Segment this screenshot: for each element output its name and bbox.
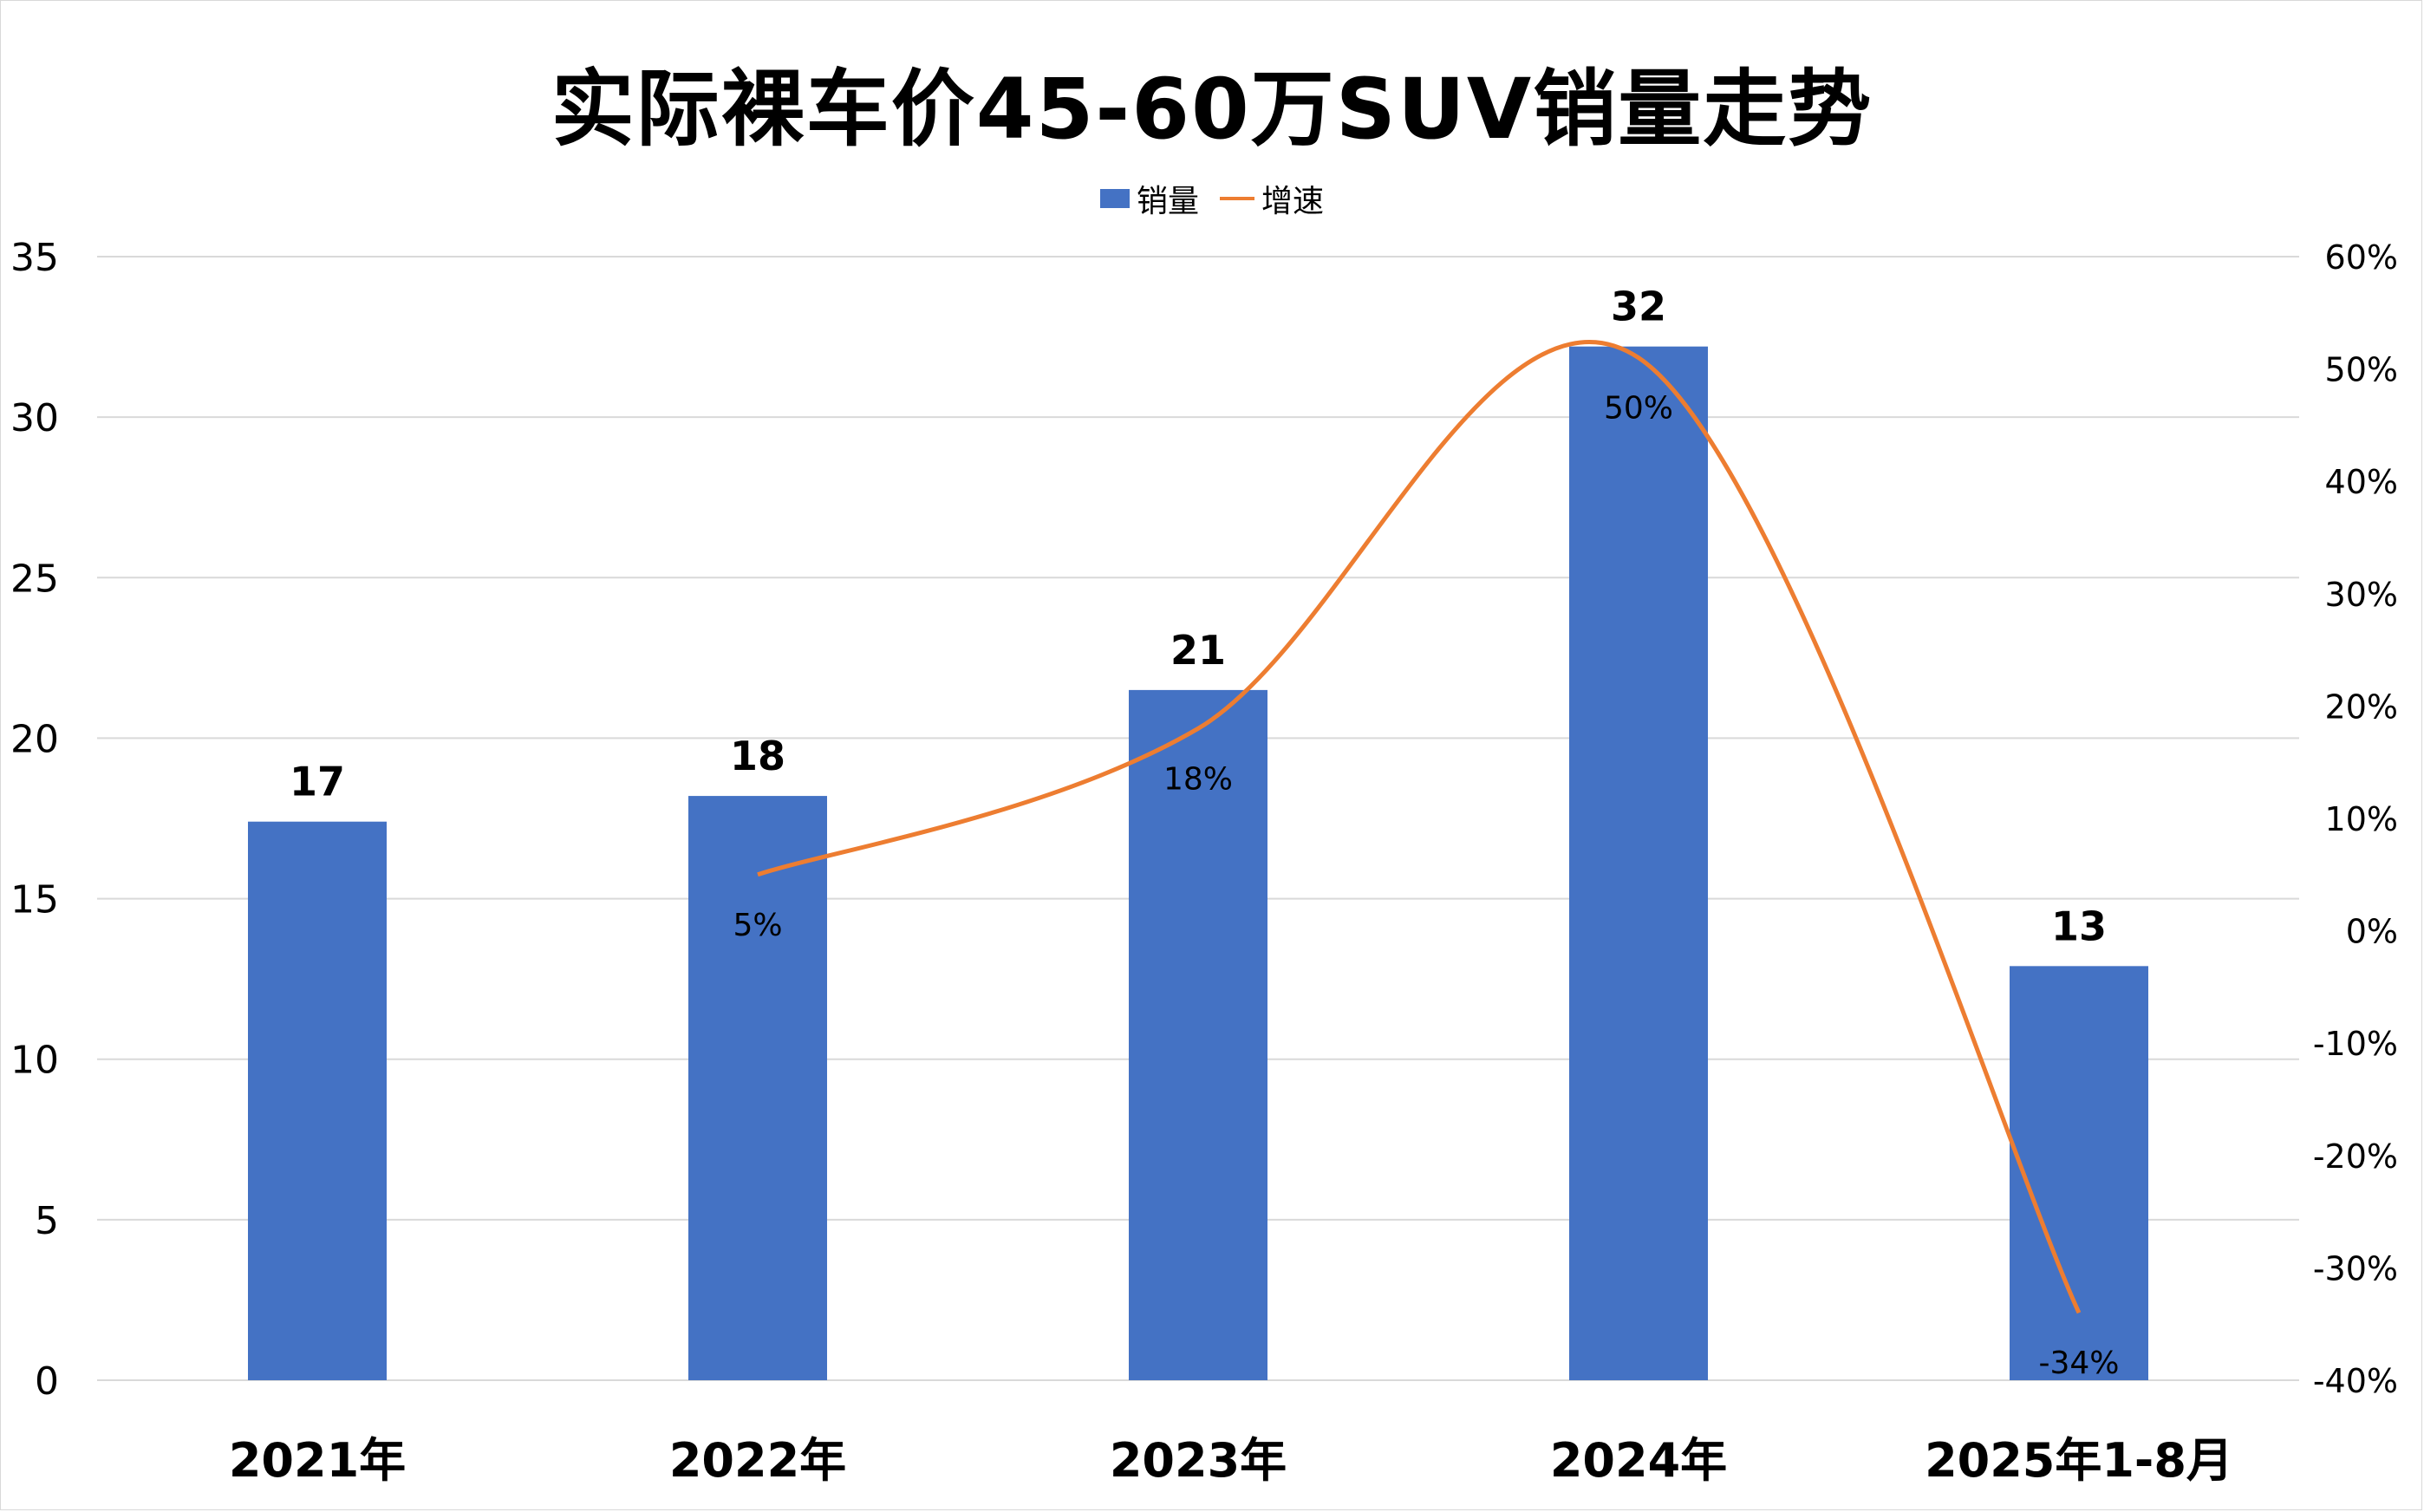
- legend-item-sales: 销量: [1099, 176, 1199, 221]
- bar: [688, 796, 827, 1380]
- y-left-tick-label: 35: [10, 236, 59, 280]
- y-right-tick-label: 10%: [2325, 800, 2398, 838]
- bar: [2010, 966, 2148, 1380]
- y-right-tick-label: -30%: [2313, 1249, 2398, 1287]
- y-right-tick-label: 40%: [2325, 463, 2398, 501]
- y-left-tick-label: 5: [35, 1199, 59, 1243]
- bar-data-label: 21: [1170, 627, 1226, 674]
- x-category-label: 2025年1-8月: [1925, 1433, 2233, 1488]
- y-left-tick-label: 25: [10, 557, 59, 601]
- growth-line: [757, 340, 2082, 1314]
- x-category-label: 2021年: [229, 1433, 406, 1488]
- y-right-tick-label: 20%: [2325, 688, 2398, 726]
- chart-title: 实际裸车价45-60万SUV销量走势: [551, 61, 1873, 158]
- chart-legend: 销量 增速: [0, 176, 2424, 221]
- y-right-tick-label: -10%: [2313, 1025, 2398, 1063]
- line-data-label: 18%: [1163, 761, 1233, 797]
- bar-data-label: 18: [730, 733, 785, 779]
- legend-line-swatch: [1220, 197, 1254, 200]
- x-category-label: 2024年: [1550, 1433, 1727, 1488]
- legend-bar-swatch: [1099, 189, 1130, 208]
- bar: [1129, 689, 1267, 1380]
- y-left-tick-label: 0: [35, 1359, 59, 1404]
- y-left-tick-label: 10: [10, 1039, 59, 1083]
- x-category-label: 2022年: [669, 1433, 846, 1488]
- y-right-tick-label: 50%: [2325, 351, 2398, 389]
- legend-item-growth: 增速: [1220, 176, 1324, 221]
- bar: [248, 821, 387, 1380]
- line-data-label: -34%: [2038, 1346, 2119, 1381]
- legend-label-growth: 增速: [1261, 184, 1325, 219]
- line-data-label: 5%: [733, 908, 782, 943]
- bar-data-label: 13: [2051, 903, 2107, 949]
- bar-data-label: 32: [1611, 284, 1666, 330]
- y-right-tick-label: -20%: [2313, 1137, 2398, 1176]
- legend-label-sales: 销量: [1136, 184, 1199, 219]
- line-data-label: 50%: [1604, 391, 1673, 427]
- y-left-tick-label: 20: [10, 717, 59, 761]
- y-right-tick-label: 30%: [2325, 576, 2398, 614]
- bar: [1569, 346, 1708, 1381]
- x-category-label: 2023年: [1110, 1433, 1287, 1488]
- y-right-tick-label: 0%: [2346, 913, 2398, 951]
- y-right-tick-label: -40%: [2313, 1362, 2398, 1400]
- y-left-tick-label: 15: [10, 878, 59, 922]
- y-right-tick-label: 60%: [2325, 238, 2398, 277]
- bar-data-label: 17: [290, 759, 345, 805]
- y-left-tick-label: 30: [10, 396, 59, 440]
